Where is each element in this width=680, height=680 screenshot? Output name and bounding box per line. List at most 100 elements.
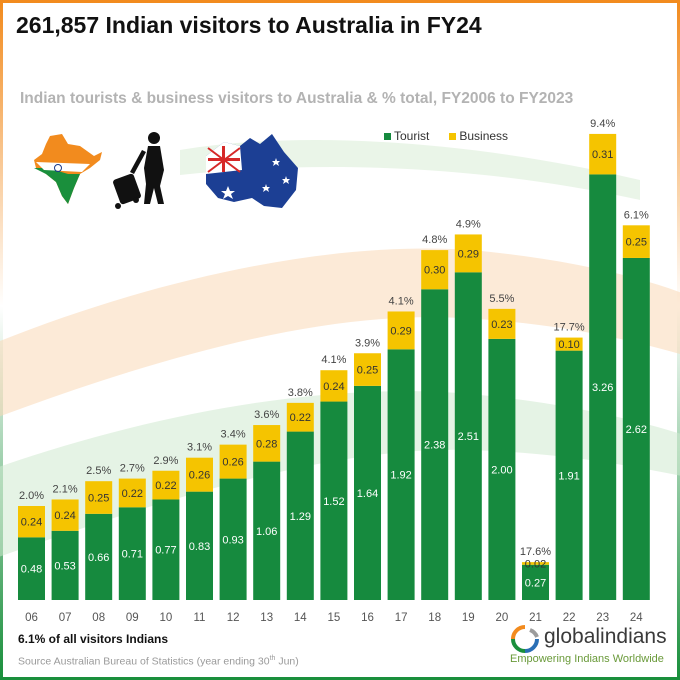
bar-business-11	[186, 457, 213, 492]
value-label-tourist-15: 1.52	[323, 496, 344, 508]
value-label-tourist-22: 1.91	[558, 470, 579, 482]
bar-business-06	[18, 506, 45, 538]
value-label-business-12: 0.26	[222, 457, 243, 469]
pct-total-label-08: 2.5%	[86, 465, 111, 477]
bar-business-16	[354, 353, 381, 386]
value-label-business-22: 0.10	[558, 339, 579, 351]
bar-business-23	[589, 133, 617, 175]
value-label-business-13: 0.28	[256, 438, 277, 450]
legend-swatch-business	[449, 132, 457, 140]
pct-total-label-09: 2.7%	[120, 463, 145, 475]
x-tick-label-17: 17	[395, 612, 408, 624]
brand-tagline: Empowering Indians Worldwide	[510, 653, 664, 665]
value-label-tourist-14: 1.29	[290, 511, 311, 523]
value-label-tourist-24: 2.62	[626, 424, 647, 436]
value-label-business-24: 0.25	[626, 237, 647, 249]
bar-tourist-23	[589, 174, 617, 600]
source-prefix: Source Australian Bureau of Statistics (…	[18, 655, 270, 668]
pct-total-label-22: 17.7%	[553, 322, 584, 334]
bar-tourist-12	[219, 478, 247, 600]
value-label-business-09: 0.22	[122, 488, 143, 500]
pct-total-label-06: 2.0%	[19, 490, 44, 502]
brand-logo[interactable]: globalindians Empowering Indians Worldwi…	[508, 622, 673, 670]
bar-tourist-19	[454, 272, 482, 600]
globe-logo-icon	[511, 625, 539, 653]
value-label-business-10: 0.22	[155, 480, 176, 492]
bar-tourist-20	[488, 338, 516, 600]
value-label-tourist-17: 1.92	[390, 470, 411, 482]
x-tick-label-12: 12	[227, 612, 240, 624]
legend-label-business: Business	[459, 129, 509, 143]
value-label-business-07: 0.24	[54, 510, 75, 522]
bar-business-09	[118, 478, 146, 508]
pct-total-label-11: 3.1%	[187, 442, 212, 454]
value-label-business-14: 0.22	[290, 412, 311, 424]
value-label-business-08: 0.25	[88, 493, 109, 505]
bar-tourist-09	[118, 507, 146, 600]
value-label-tourist-08: 0.66	[88, 552, 109, 564]
bar-business-17	[387, 311, 415, 350]
bar-business-18	[421, 250, 449, 290]
bar-business-08	[85, 481, 113, 514]
bar-business-19	[454, 234, 482, 273]
bar-business-07	[51, 499, 79, 531]
value-label-business-19: 0.29	[458, 248, 479, 260]
value-label-tourist-21: 0.27	[525, 577, 546, 589]
x-tick-label-22: 22	[563, 612, 576, 624]
bar-business-14	[286, 402, 314, 432]
value-label-tourist-19: 2.51	[458, 431, 479, 443]
traveller-icon	[113, 132, 164, 209]
bar-business-20	[488, 308, 516, 339]
value-label-business-15: 0.24	[323, 381, 344, 393]
pct-total-label-24: 6.1%	[624, 209, 649, 221]
x-tick-label-11: 11	[194, 612, 206, 624]
value-label-tourist-16: 1.64	[357, 488, 378, 500]
chart-subtitle: Indian tourists & business visitors to A…	[20, 90, 574, 107]
value-label-business-17: 0.29	[390, 325, 411, 337]
source-suffix: Jun)	[275, 655, 299, 668]
bar-tourist-07	[51, 530, 79, 600]
india-map-icon	[34, 134, 102, 204]
bar-business-22	[555, 337, 583, 351]
x-tick-label-16: 16	[361, 612, 374, 624]
legend-item-tourist: Tourist	[384, 129, 429, 143]
value-label-business-16: 0.25	[357, 365, 378, 377]
bar-business-24	[622, 225, 650, 258]
x-tick-label-10: 10	[160, 612, 173, 624]
value-label-tourist-23: 3.26	[592, 382, 613, 394]
header-illustrations	[34, 132, 298, 209]
bar-tourist-14	[286, 431, 314, 600]
value-label-tourist-20: 2.00	[491, 464, 512, 476]
value-label-business-21: 0.02	[525, 558, 546, 570]
source-text: Source Australian Bureau of Statistics (…	[18, 655, 299, 668]
x-tick-label-23: 23	[596, 612, 609, 624]
source-sup: th	[269, 655, 276, 662]
pct-total-label-15: 4.1%	[321, 354, 346, 366]
value-label-business-20: 0.23	[491, 319, 512, 331]
x-tick-label-21: 21	[529, 612, 542, 624]
x-tick-label-18: 18	[428, 612, 441, 624]
bar-tourist-21	[522, 564, 549, 600]
pct-total-label-13: 3.6%	[254, 409, 279, 421]
bar-tourist-06	[18, 537, 45, 600]
x-tick-label-14: 14	[294, 612, 307, 624]
bar-tourist-22	[555, 350, 583, 600]
bar-tourist-24	[622, 257, 650, 600]
pct-total-label-07: 2.1%	[53, 483, 78, 495]
x-tick-label-20: 20	[496, 612, 509, 624]
australia-flag-map-icon	[206, 134, 298, 208]
legend-swatch-tourist	[384, 132, 391, 140]
chart-title: 261,857 Indian visitors to Australia in …	[16, 12, 482, 38]
bar-business-15	[320, 370, 348, 402]
bar-tourist-11	[186, 491, 213, 600]
bar-tourist-16	[354, 385, 381, 600]
x-tick-label-19: 19	[462, 612, 475, 624]
bar-tourist-18	[421, 289, 449, 600]
bar-tourist-08	[85, 513, 113, 600]
bar-business-12	[219, 444, 247, 479]
bar-business-13	[253, 425, 281, 462]
bar-business-21	[522, 562, 549, 565]
pct-total-label-16: 3.9%	[355, 337, 380, 349]
value-label-business-18: 0.30	[424, 265, 445, 277]
